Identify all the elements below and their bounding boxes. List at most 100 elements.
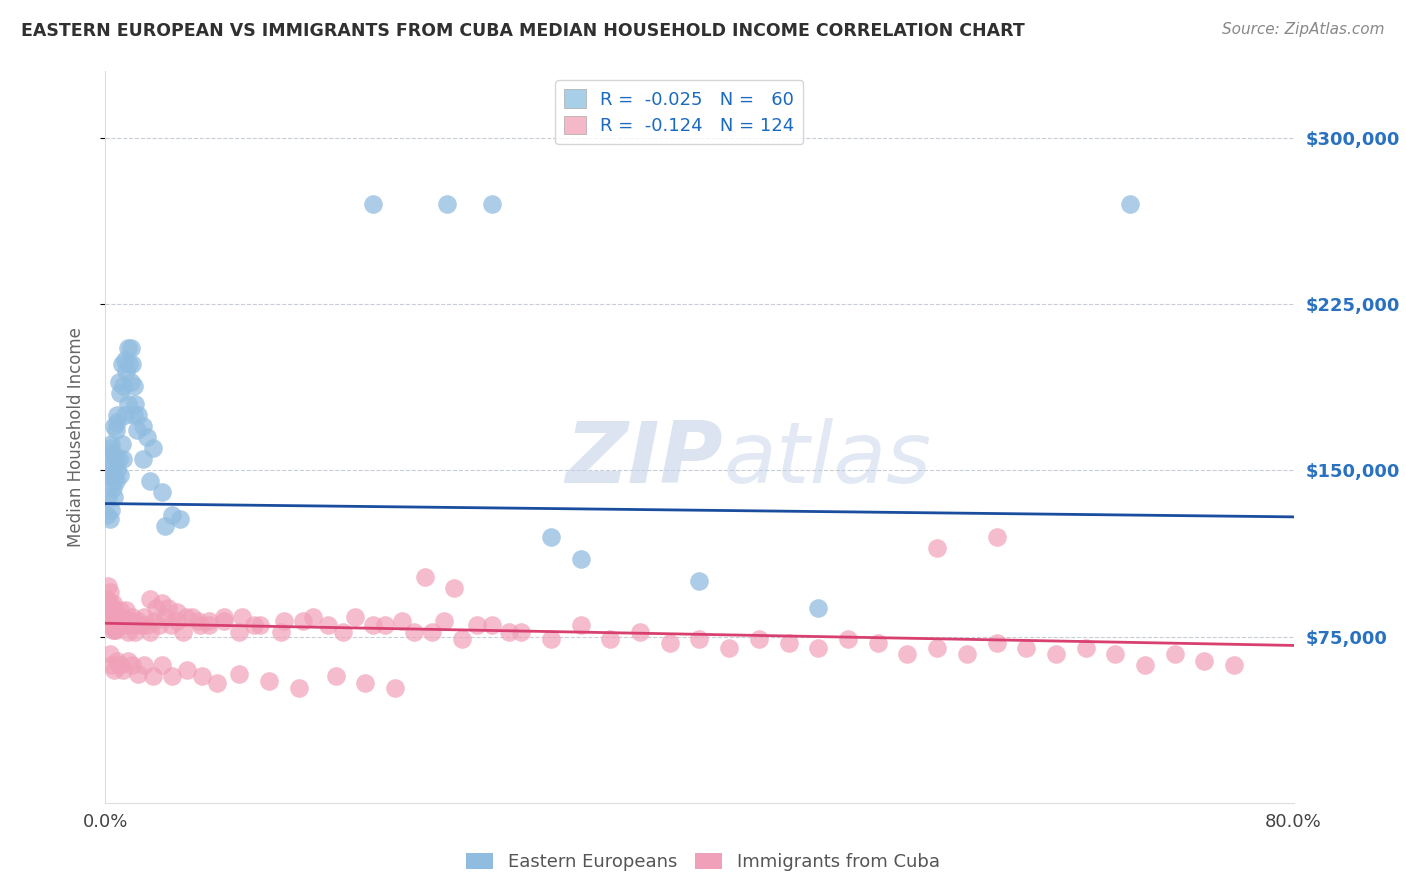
Point: [718, 640, 741, 655]
Point: [105, 463, 128, 477]
Point: [166, 614, 188, 628]
Y-axis label: Median Household Income: Median Household Income: [66, 327, 84, 547]
Point: [108, 375, 131, 389]
Point: [150, 485, 173, 500]
Point: [190, 618, 212, 632]
Point: [1194, 654, 1216, 668]
Point: [214, 614, 236, 628]
Point: [391, 614, 413, 628]
Point: [103, 419, 125, 434]
Point: [101, 623, 124, 637]
Point: [108, 612, 131, 626]
Point: [132, 658, 155, 673]
Point: [658, 636, 681, 650]
Point: [112, 618, 135, 632]
Point: [97, 600, 120, 615]
Point: [450, 632, 472, 646]
Point: [105, 618, 128, 632]
Point: [156, 600, 179, 615]
Point: [96, 508, 118, 522]
Point: [866, 636, 889, 650]
Point: [117, 625, 139, 640]
Point: [139, 591, 162, 606]
Point: [100, 618, 122, 632]
Point: [361, 618, 384, 632]
Point: [98, 612, 121, 626]
Point: [1015, 640, 1038, 655]
Point: [689, 574, 711, 589]
Point: [172, 625, 194, 640]
Point: [120, 614, 142, 628]
Point: [198, 614, 221, 628]
Point: [132, 609, 155, 624]
Point: [101, 596, 124, 610]
Point: [510, 625, 533, 640]
Point: [118, 357, 141, 371]
Point: [115, 603, 138, 617]
Point: [354, 676, 377, 690]
Point: [569, 552, 592, 566]
Point: [1164, 648, 1187, 662]
Point: [131, 452, 153, 467]
Point: [143, 614, 166, 628]
Point: [956, 648, 979, 662]
Point: [896, 648, 918, 662]
Point: [257, 673, 280, 688]
Point: [436, 197, 458, 211]
Point: [120, 342, 142, 356]
Point: [540, 632, 562, 646]
Point: [332, 625, 354, 640]
Point: [159, 618, 181, 632]
Point: [599, 632, 621, 646]
Point: [114, 408, 136, 422]
Point: [100, 503, 122, 517]
Point: [166, 605, 188, 619]
Point: [986, 530, 1008, 544]
Point: [127, 408, 149, 422]
Point: [136, 618, 159, 632]
Point: [176, 663, 198, 677]
Point: [100, 600, 122, 615]
Point: [191, 669, 214, 683]
Point: [186, 614, 208, 628]
Point: [1104, 648, 1126, 662]
Point: [98, 648, 121, 662]
Point: [361, 197, 384, 211]
Point: [100, 436, 122, 450]
Point: [287, 681, 309, 695]
Point: [98, 467, 121, 482]
Text: ZIP: ZIP: [565, 417, 723, 500]
Point: [150, 596, 173, 610]
Point: [103, 467, 125, 482]
Point: [127, 667, 149, 681]
Point: [115, 363, 138, 377]
Point: [569, 618, 592, 632]
Point: [121, 357, 143, 371]
Point: [148, 618, 170, 632]
Point: [231, 609, 253, 624]
Point: [807, 600, 830, 615]
Point: [105, 654, 128, 668]
Point: [214, 609, 236, 624]
Point: [404, 625, 426, 640]
Text: Source: ZipAtlas.com: Source: ZipAtlas.com: [1222, 22, 1385, 37]
Point: [302, 609, 325, 624]
Legend: R =  -0.025   N =   60, R =  -0.124   N = 124: R = -0.025 N = 60, R = -0.124 N = 124: [555, 80, 803, 145]
Point: [111, 609, 134, 624]
Point: [1223, 658, 1246, 673]
Point: [110, 603, 132, 617]
Point: [121, 658, 143, 673]
Point: [1045, 648, 1067, 662]
Point: [136, 430, 159, 444]
Point: [316, 618, 339, 632]
Point: [105, 408, 128, 422]
Point: [1074, 640, 1097, 655]
Point: [689, 632, 711, 646]
Point: [98, 441, 121, 455]
Point: [110, 658, 132, 673]
Point: [100, 458, 122, 473]
Point: [205, 676, 228, 690]
Point: [481, 618, 503, 632]
Point: [270, 625, 292, 640]
Point: [139, 625, 162, 640]
